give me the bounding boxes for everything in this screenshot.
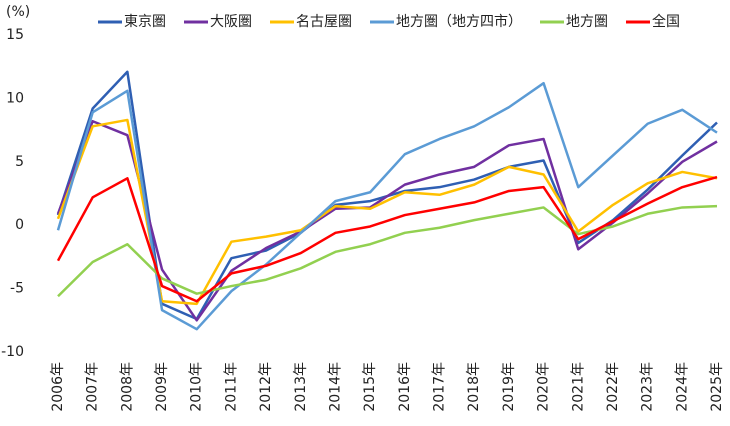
y-tick-label: 5 (15, 154, 24, 170)
legend-label: 全国 (652, 13, 680, 30)
x-tick-label: 2007年 (85, 362, 101, 412)
x-tick-label: 2009年 (154, 362, 170, 412)
legend-label: 東京圏 (124, 14, 166, 30)
x-tick-label: 2018年 (466, 362, 482, 412)
x-tick-label: 2020年 (536, 362, 552, 412)
x-tick-label: 2015年 (362, 362, 378, 412)
x-tick-label: 2008年 (119, 362, 135, 412)
series-line (57, 204, 718, 298)
x-tick-label: 2019年 (501, 362, 517, 412)
x-tick-label: 2011年 (223, 362, 239, 412)
y-tick-label: 0 (15, 217, 24, 233)
y-tick-label: -5 (10, 281, 24, 297)
x-tick-label: 2025年 (709, 362, 725, 412)
y-tick-label: 15 (6, 27, 24, 43)
y-tick-label: -10 (1, 344, 24, 360)
x-tick-label: 2022年 (605, 362, 621, 412)
series-line (56, 118, 718, 306)
x-tick-label: 2014年 (327, 362, 343, 412)
series-line (56, 175, 718, 303)
y-tick-label: 10 (6, 90, 24, 106)
x-tick-label: 2013年 (293, 362, 309, 412)
legend-label: 大阪圏 (210, 14, 252, 30)
x-tick-label: 2012年 (258, 362, 274, 412)
x-tick-label: 2006年 (50, 362, 66, 412)
x-tick-label: 2021年 (570, 362, 586, 412)
x-tick-label: 2023年 (640, 362, 656, 412)
x-tick-label: 2017年 (432, 362, 448, 412)
legend-label: 名古屋圏 (296, 14, 352, 30)
legend-label: 地方圏 (566, 14, 608, 30)
x-tick-label: 2010年 (189, 362, 205, 412)
legend-label: 地方圏（地方四市） (396, 13, 522, 30)
series-line (56, 81, 718, 331)
x-tick-label: 2016年 (397, 362, 413, 412)
unit-label: (%) (6, 4, 30, 20)
x-tick-label: 2024年 (674, 362, 690, 412)
